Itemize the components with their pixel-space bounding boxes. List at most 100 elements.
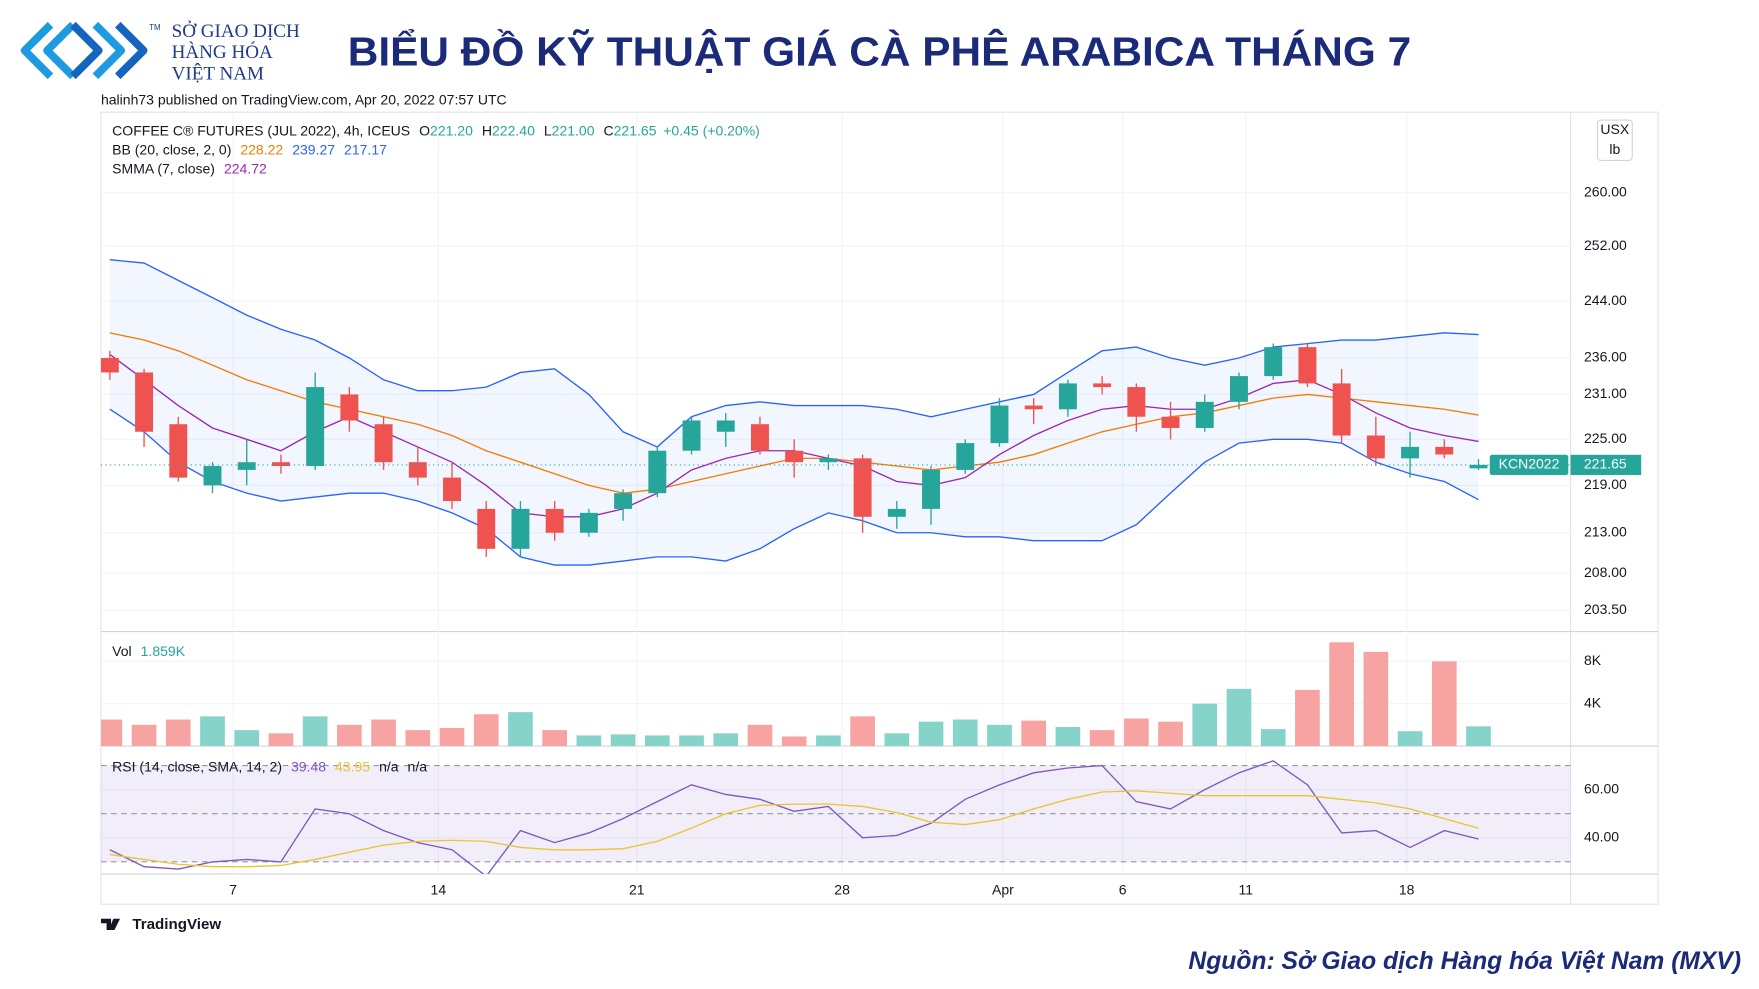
- legend-item: 228.22: [240, 141, 283, 157]
- candle-body: [1127, 387, 1146, 417]
- indicator-line: [109, 408, 1479, 566]
- x-tick-label: 28: [834, 881, 850, 897]
- volume-bar: [508, 712, 533, 747]
- symbol-tag: [1489, 454, 1569, 475]
- candle-body: [1024, 405, 1043, 410]
- x-tick-label: 6: [1119, 881, 1127, 897]
- pane: [100, 633, 1571, 747]
- candle-body: [1366, 435, 1385, 459]
- volume-bar: [850, 716, 875, 747]
- x-tick-label: Apr: [992, 881, 1014, 897]
- candle-body: [1195, 401, 1214, 428]
- symbol-label: KCN2022: [1499, 456, 1560, 472]
- unit-box: [1596, 119, 1633, 161]
- legend-item: RSI (14, close, SMA, 14, 2): [112, 758, 282, 774]
- y-tick-label: 244.00: [1584, 292, 1627, 308]
- tradingview-logo: [100, 918, 121, 930]
- legend-item: L: [544, 122, 552, 138]
- volume-bar: [1158, 721, 1183, 747]
- y-tick-label: 40.00: [1584, 828, 1619, 844]
- legend: COFFEE C® FUTURES (JUL 2022), 4h, ICEUS O…: [112, 122, 760, 138]
- volume-bar: [100, 719, 123, 747]
- indicator-line: [109, 259, 1479, 448]
- logo-text: VIỆT NAM: [172, 63, 264, 85]
- indicator-line: [109, 760, 1479, 874]
- volume-bar: [200, 716, 225, 747]
- volume-bar: [337, 724, 362, 747]
- candle-body: [990, 405, 1009, 444]
- pane: [100, 112, 1571, 632]
- volume-bar: [816, 735, 841, 747]
- candle-body: [956, 443, 975, 470]
- x-tick-label: 14: [431, 881, 447, 897]
- volume-bar: [1431, 661, 1457, 747]
- candle-body: [887, 508, 906, 517]
- legend-item: 224.72: [224, 160, 267, 176]
- candle-body: [1332, 383, 1351, 436]
- legend-item: +0.45 (+0.20%): [663, 122, 760, 138]
- candle-body: [408, 462, 427, 478]
- volume-bar: [918, 721, 944, 747]
- candle-body: [340, 394, 359, 421]
- volume-bar: [1466, 726, 1491, 747]
- candle-body: [716, 420, 735, 432]
- volume-bar: [1260, 729, 1286, 747]
- legend-item: 221.65: [614, 122, 657, 138]
- volume-bar: [1295, 689, 1320, 747]
- candle-body: [579, 512, 598, 533]
- currency-label: USX: [1600, 121, 1629, 137]
- candle-body: [922, 469, 941, 509]
- legend-item: n/a: [408, 758, 428, 774]
- candle-body: [1401, 446, 1420, 459]
- x-tick-label: 21: [629, 881, 645, 897]
- candle-body: [1469, 464, 1488, 469]
- candle-body: [1161, 416, 1180, 428]
- volume-bar: [1192, 703, 1218, 747]
- volume-bar: [576, 735, 602, 747]
- volume-bar: [610, 734, 636, 747]
- legend: SMMA (7, close) 224.72: [112, 160, 267, 176]
- legend: BB (20, close, 2, 0) 228.22 239.27 217.17: [112, 141, 387, 157]
- candle-body: [443, 477, 461, 502]
- volume-bar: [713, 733, 739, 747]
- volume-bar: [1397, 731, 1423, 747]
- candle-body: [511, 508, 530, 549]
- logo-text: HÀNG HÓA: [172, 41, 273, 63]
- candle-body: [614, 493, 633, 509]
- legend-item: 217.17: [344, 141, 387, 157]
- candle-body: [1264, 347, 1283, 377]
- volume-bar: [679, 735, 704, 747]
- y-tick-label: 225.00: [1584, 430, 1627, 446]
- x-tick-label: 18: [1399, 881, 1415, 897]
- legend-item: n/a: [379, 758, 399, 774]
- legend-item: 43.95: [335, 758, 370, 774]
- volume-bar: [165, 719, 191, 747]
- x-tick-label: 7: [229, 881, 237, 897]
- legend-item: COFFEE C® FUTURES (JUL 2022), 4h, ICEUS: [112, 122, 410, 138]
- volume-bar: [884, 733, 910, 747]
- source-note: Nguồn: Sở Giao dịch Hàng hóa Việt Nam (M…: [1188, 948, 1741, 975]
- candle-body: [1230, 376, 1248, 402]
- candle-body: [750, 424, 769, 451]
- volume-bar: [405, 730, 431, 747]
- volume-bar: [644, 735, 670, 747]
- y-tick-label: 203.50: [1584, 601, 1627, 617]
- volume-bar: [131, 724, 157, 747]
- legend-item: BB (20, close, 2, 0): [112, 141, 231, 157]
- volume-bar: [1329, 642, 1354, 747]
- candle-body: [1058, 383, 1077, 410]
- candle-body: [682, 420, 701, 451]
- published-note: halinh73 published on TradingView.com, A…: [101, 92, 507, 108]
- x-tick-label: 11: [1239, 881, 1254, 897]
- legend: Vol 1.859K: [112, 642, 186, 658]
- candle-body: [1298, 347, 1317, 384]
- y-tick-label: 219.00: [1584, 476, 1627, 492]
- volume-bar: [1055, 726, 1081, 747]
- legend-item: O: [419, 122, 430, 138]
- candle-body: [306, 387, 325, 467]
- y-tick-label: 252.00: [1584, 237, 1627, 253]
- unit-label: lb: [1609, 141, 1620, 157]
- candle-body: [271, 462, 290, 467]
- volume-bar: [1226, 688, 1252, 747]
